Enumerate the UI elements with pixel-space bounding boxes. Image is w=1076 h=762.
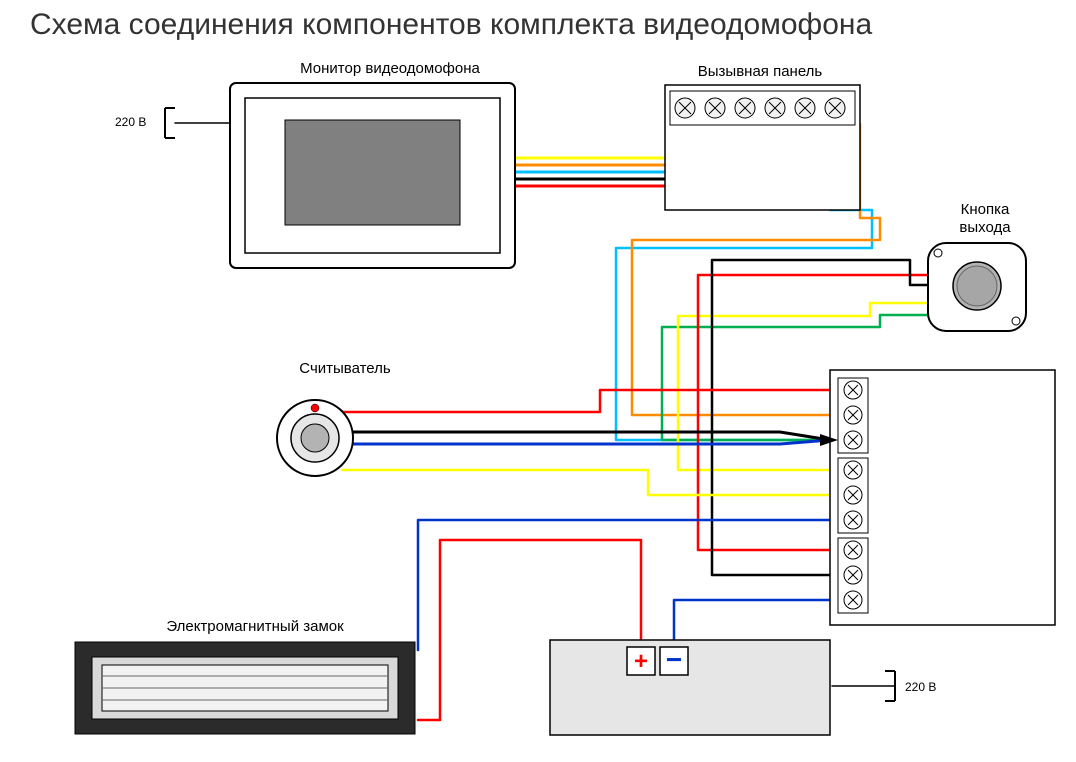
- wire: [342, 390, 830, 412]
- psu-component: + −: [550, 640, 830, 735]
- voltage-left-bracket: [165, 108, 175, 138]
- wire: [342, 470, 830, 495]
- wire: [515, 126, 680, 158]
- monitor-component: [230, 83, 515, 268]
- svg-text:−: −: [666, 644, 682, 675]
- wire: [674, 600, 830, 646]
- exit-button-component: [928, 243, 1026, 331]
- reader-component: [277, 400, 353, 476]
- lock-component: [75, 642, 415, 734]
- controller-component: [830, 370, 1055, 625]
- svg-text:+: +: [634, 648, 648, 675]
- call-panel-component: [665, 85, 860, 210]
- wiring-diagram: + −: [0, 0, 1076, 762]
